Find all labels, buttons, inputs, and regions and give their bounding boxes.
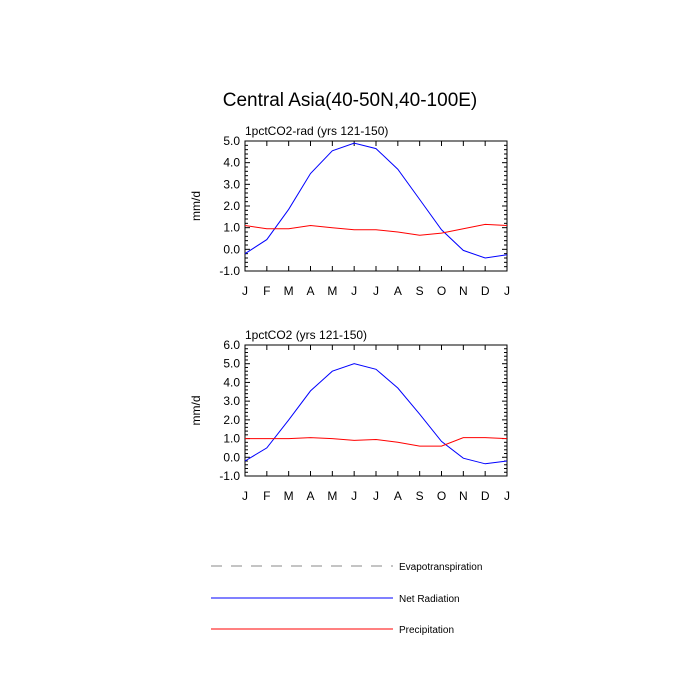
chart-panels: 1pctCO2-rad (yrs 121-150) -1.0 0.0 1.0 2.0 3.… bbox=[189, 124, 510, 503]
x-tick-label: D bbox=[481, 284, 490, 298]
series-line-precipitation bbox=[245, 437, 508, 447]
panel-title: 1pctCO2-rad (yrs 121-150) bbox=[245, 124, 388, 138]
x-tick-label: J bbox=[373, 284, 379, 298]
y-tick-label: 3.0 bbox=[223, 177, 240, 191]
panel-title: 1pctCO2 (yrs 121-150) bbox=[245, 328, 367, 342]
plot-frame bbox=[244, 344, 508, 477]
x-tick-label: M bbox=[284, 489, 294, 503]
y-tick-label: 2.0 bbox=[223, 413, 240, 427]
x-tick-label: J bbox=[351, 489, 357, 503]
y-tick-label: 1.0 bbox=[223, 221, 240, 235]
y-tick-label: 4.0 bbox=[223, 375, 240, 389]
x-tick-label: M bbox=[284, 284, 294, 298]
x-tick-label: J bbox=[504, 489, 510, 503]
legend-label: Evapotranspiration bbox=[399, 562, 482, 573]
x-tick-label: J bbox=[351, 284, 357, 298]
legend: Evapotranspiration Net Radiation Precipita… bbox=[211, 562, 482, 636]
x-tick-label: N bbox=[459, 284, 468, 298]
y-axis-label: mm/d bbox=[189, 191, 203, 221]
y-tick-label: 0.0 bbox=[223, 450, 240, 464]
x-tick-label: J bbox=[373, 489, 379, 503]
x-tick-label: A bbox=[394, 284, 402, 298]
legend-label: Net Radiation bbox=[399, 594, 460, 605]
x-tick-label: O bbox=[437, 489, 446, 503]
chart-panel-1: 1pctCO2-rad (yrs 121-150) -1.0 0.0 1.0 2.0 3.… bbox=[189, 124, 510, 298]
x-tick-label: N bbox=[459, 489, 468, 503]
x-tick-label: A bbox=[306, 489, 314, 503]
y-tick-label: 1.0 bbox=[223, 432, 240, 446]
x-tick-label: S bbox=[416, 284, 424, 298]
y-tick-label: 2.0 bbox=[223, 199, 240, 213]
y-tick-label: 5.0 bbox=[223, 357, 240, 371]
x-tick-label: A bbox=[306, 284, 314, 298]
y-axis-label: mm/d bbox=[189, 396, 203, 426]
series-line-net-radiation bbox=[244, 142, 508, 259]
x-tick-label: D bbox=[481, 489, 490, 503]
y-tick-label: 3.0 bbox=[223, 394, 240, 408]
y-tick-label: -1.0 bbox=[219, 264, 240, 278]
x-tick-label: F bbox=[263, 284, 270, 298]
series-line-net-radiation bbox=[244, 363, 508, 465]
y-tick-label: -1.0 bbox=[219, 469, 240, 483]
legend-label: Precipitation bbox=[399, 625, 454, 636]
figure-title: Central Asia(40-50N,40-100E) bbox=[223, 90, 478, 111]
x-tick-label: J bbox=[242, 284, 248, 298]
chart-panel-2: 1pctCO2 (yrs 121-150) -1.0 0.0 1.0 2.0 3.0 4.0… bbox=[189, 328, 510, 503]
x-tick-label: M bbox=[327, 284, 337, 298]
x-tick-label: J bbox=[504, 284, 510, 298]
y-tick-label: 6.0 bbox=[223, 338, 240, 352]
x-tick-label: J bbox=[242, 489, 248, 503]
x-tick-label: O bbox=[437, 284, 446, 298]
x-tick-label: A bbox=[394, 489, 402, 503]
x-tick-label: F bbox=[263, 489, 270, 503]
x-tick-label: S bbox=[416, 489, 424, 503]
y-tick-label: 4.0 bbox=[223, 156, 240, 170]
y-tick-label: 0.0 bbox=[223, 242, 240, 256]
series-line-precipitation bbox=[244, 223, 508, 236]
y-tick-label: 5.0 bbox=[223, 134, 240, 148]
x-tick-label: M bbox=[327, 489, 337, 503]
